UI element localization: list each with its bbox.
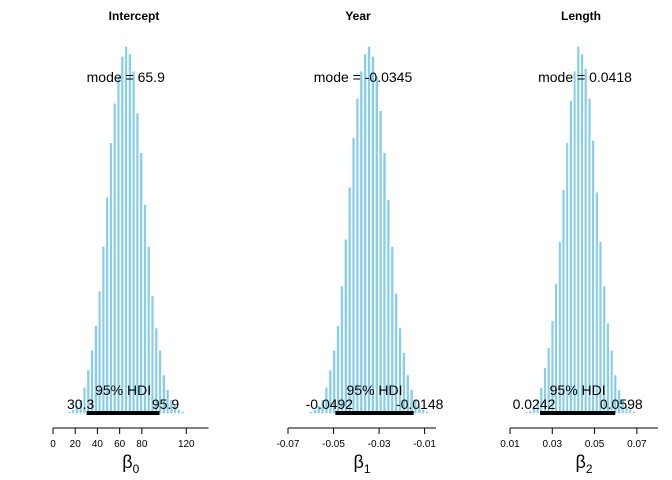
histogram-bar	[288, 412, 295, 415]
x-axis-label: β1	[353, 452, 370, 476]
mode-label: mode = -0.0345	[314, 69, 413, 85]
x-axis-label-subscript: 0	[133, 462, 140, 476]
x-axis-label-symbol: β	[122, 452, 132, 472]
hdi-group: 95% HDI -0.0492 -0.0148	[306, 382, 444, 415]
mode-label: mode = 0.0418	[538, 69, 632, 85]
panel-title: Length	[561, 9, 601, 23]
x-tick-label: -0.05	[322, 439, 345, 450]
x-axis-label-subscript: 2	[586, 462, 593, 476]
x-tick-label: 120	[178, 439, 195, 450]
x-axis-label-subscript: 1	[364, 462, 371, 476]
x-axis: 0.01 0.03 0.05 0.07	[500, 427, 658, 450]
x-tick-label: 40	[92, 439, 104, 450]
x-tick-label: 0.01	[500, 439, 520, 450]
hdi-label: 95% HDI	[347, 382, 403, 398]
x-axis-ticks: -0.07 -0.05 -0.03 -0.01	[277, 428, 436, 450]
panel-year: Year 95% HDI -0.0492 -0.0148 mode = -0.0…	[277, 9, 444, 476]
x-axis-label: β0	[122, 452, 139, 476]
x-tick-label: -0.01	[413, 439, 436, 450]
x-axis: -0.07 -0.05 -0.03 -0.01	[277, 427, 436, 450]
histogram-bar	[183, 411, 190, 415]
hdi-group: 95% HDI 0.0242 0.0598	[513, 382, 643, 415]
hdi-label: 95% HDI	[550, 382, 606, 398]
x-tick-label: -0.03	[368, 439, 391, 450]
hdi-low-label: 30.3	[67, 396, 94, 412]
hdi-label: 95% HDI	[95, 382, 151, 398]
x-axis-ticks: 0 20 40 60 80 120	[50, 428, 195, 450]
hdi-high-label: 0.0598	[600, 396, 643, 412]
histogram-bars	[288, 45, 430, 415]
histogram-bar	[424, 410, 430, 415]
histogram-bar	[634, 411, 641, 415]
x-tick-label: 0.05	[585, 439, 605, 450]
x-tick-label: -0.07	[277, 439, 300, 450]
x-tick-label: 0.03	[543, 439, 563, 450]
panel-length: Length 95% HDI 0.0242 0.0598 mode = 0.04…	[500, 9, 658, 476]
hdi-low-label: 0.0242	[513, 396, 556, 412]
hdi-high-label: -0.0148	[396, 396, 444, 412]
hdi-high-label: 95.9	[152, 396, 179, 412]
hdi-group: 95% HDI 30.3 95.9	[67, 382, 179, 415]
x-tick-label: 20	[70, 439, 82, 450]
x-tick-label: 0	[50, 439, 56, 450]
histogram-bar	[518, 412, 524, 415]
x-tick-label: 60	[114, 439, 126, 450]
histogram-bars	[518, 45, 641, 415]
x-axis-label: β2	[575, 452, 592, 476]
x-axis-ticks: 0.01 0.03 0.05 0.07	[500, 428, 647, 450]
panel-intercept: Intercept 95% HDI 30.3 95.9 mode = 65.9 …	[50, 9, 209, 476]
mode-label: mode = 65.9	[87, 69, 165, 85]
x-tick-label: 0.07	[627, 439, 647, 450]
hdi-low-label: -0.0492	[306, 396, 354, 412]
x-axis: 0 20 40 60 80 120	[50, 427, 209, 450]
panel-title: Intercept	[109, 9, 160, 23]
x-tick-label: 80	[136, 439, 148, 450]
x-axis-label-symbol: β	[575, 452, 585, 472]
panel-title: Year	[345, 9, 371, 23]
x-axis-label-symbol: β	[353, 452, 363, 472]
